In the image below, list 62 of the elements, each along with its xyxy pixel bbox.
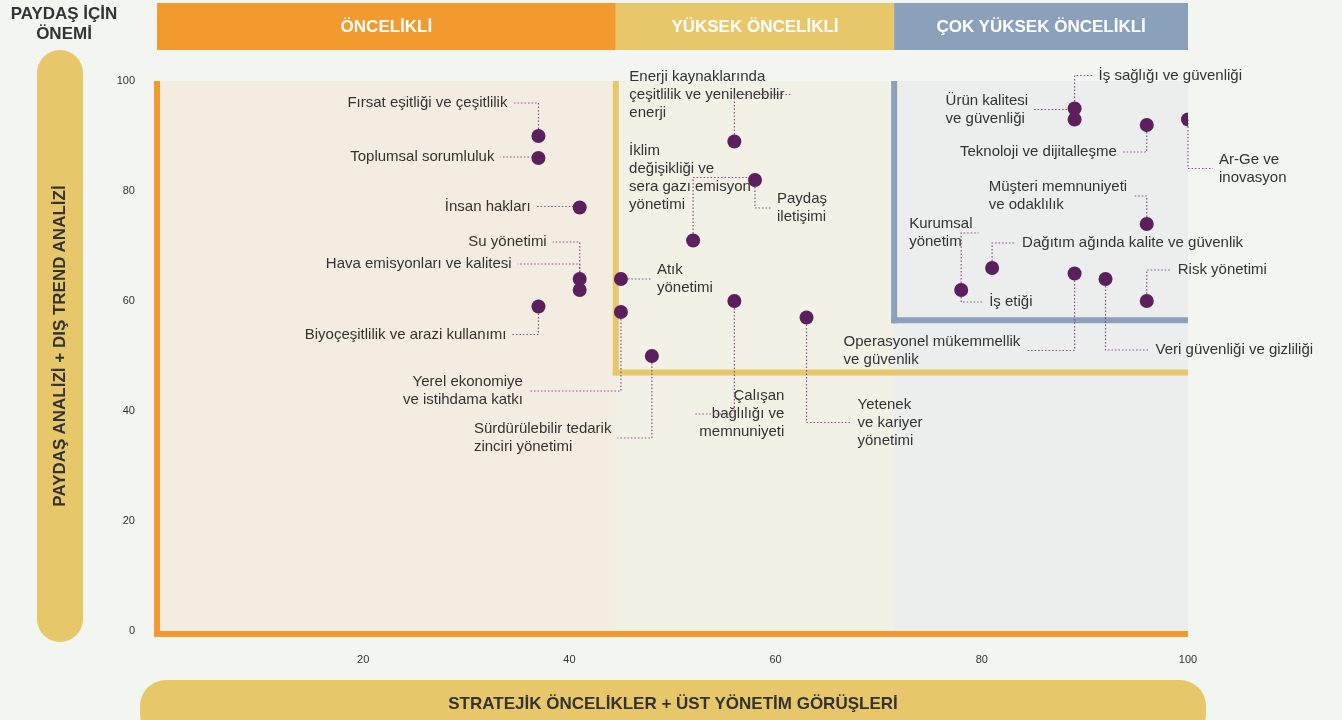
annotation: Hava emisyonları ve kalitesi — [325, 254, 512, 272]
y-tick-label: 40 — [122, 404, 135, 417]
point — [572, 283, 587, 297]
point — [1139, 217, 1154, 231]
point — [799, 310, 814, 325]
annotation: Dağıtım ağında kalite ve güvenlik — [1022, 233, 1244, 251]
annotation: Ürün kalitesi ve güvenliği — [945, 90, 1029, 126]
y-tick-label: 80 — [122, 184, 135, 197]
x-axis-title: STRATEJİK ÖNCELİKLER + ÜST YÖNETİM GÖRÜŞLERİ — [448, 694, 898, 714]
annotation: Müşteri memnuniyeti ve odaklılık — [988, 177, 1128, 213]
annotation: Fırsat eşitliği ve çeşitlilik — [347, 93, 508, 111]
y-tick-label: 20 — [122, 514, 135, 527]
annotation: Çalışan bağlılığı ve memnuniyeti — [699, 386, 785, 440]
point — [531, 299, 546, 314]
y-tick-label: 100 — [116, 74, 135, 87]
x-tick-label: 40 — [563, 652, 576, 665]
annotation: Yerel ekonomiye ve istihdama katkı — [402, 372, 523, 408]
point — [1098, 272, 1113, 286]
x-tick-label: 80 — [975, 652, 988, 665]
band-label: ÖNCELİKLİ — [340, 16, 433, 36]
point — [954, 283, 969, 297]
point — [1139, 294, 1154, 308]
annotation: Operasyonel mükemmellik ve güvenlik — [843, 331, 1021, 367]
annotation: Atık yönetimi — [656, 260, 713, 296]
band-label: YÜKSEK ÖNCELİKLİ — [671, 16, 839, 36]
annotation: Kurumsal yönetim — [909, 214, 973, 250]
point — [572, 200, 587, 215]
annotation: Yetenek ve kariyer yönetimi — [857, 394, 923, 448]
annotation: Risk yönetimi — [1177, 260, 1267, 278]
point — [644, 349, 659, 363]
annotation: Sürdürülebilir tedarik zinciri yönetimi — [473, 419, 612, 455]
x-tick-label: 20 — [357, 652, 370, 665]
point — [686, 233, 701, 248]
point — [1139, 118, 1154, 132]
point — [613, 272, 628, 286]
annotation: Su yönetimi — [468, 232, 547, 250]
annotation: Paydaş iletişimi — [776, 189, 828, 225]
annotation: Veri güvenliği ve gizliliği — [1155, 340, 1314, 358]
annotation: İnsan hakları — [444, 196, 531, 214]
x-tick-label: 100 — [1178, 652, 1198, 665]
annotation: Teknoloji ve dijitalleşme — [960, 142, 1117, 160]
point — [727, 134, 742, 149]
annotation: Enerji kaynaklarında çeşitlilik ve yenilenebilir enerji — [629, 66, 785, 120]
point — [531, 151, 546, 165]
point — [1067, 266, 1082, 281]
point — [985, 261, 1000, 275]
band-label: ÇOK YÜKSEK ÖNCELİKLİ — [936, 16, 1146, 36]
y-axis-title: PAYDAŞ ANALİZİ + DIŞ TREND ANALİZİ — [50, 185, 70, 507]
point — [531, 129, 546, 143]
y-tick-label: 0 — [128, 624, 135, 637]
annotation: Toplumsal sorumluluk — [350, 147, 495, 165]
annotation: Ar-Ge ve inovasyon — [1219, 149, 1287, 185]
annotation: İklim değişikliği ve sera gazı emisyon yönetimi — [629, 140, 751, 212]
y-tick-label: 60 — [122, 294, 135, 307]
point — [613, 305, 628, 319]
annotation: İş etiği — [989, 292, 1033, 310]
annotation: İş sağlığı ve güvenliği — [1098, 65, 1243, 83]
chart-title: PAYDAŞ İÇİN ÖNEMİ — [9, 4, 119, 44]
x-tick-label: 60 — [769, 652, 782, 665]
point — [1067, 112, 1082, 127]
point — [727, 294, 742, 308]
annotation: Biyoçeşitlilik ve arazi kullanımı — [304, 324, 507, 342]
